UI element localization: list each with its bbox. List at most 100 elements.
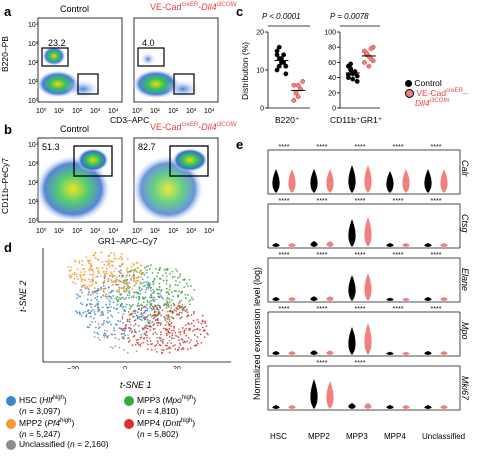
tsne-point <box>138 316 141 318</box>
tsne-point <box>162 342 165 345</box>
tsne-point <box>113 329 116 332</box>
tsne-point <box>90 306 93 309</box>
violin <box>424 169 432 193</box>
legend-dot <box>6 418 16 429</box>
tsne-point <box>120 333 123 335</box>
tsne-point <box>91 265 93 268</box>
tsne-point <box>112 347 114 349</box>
violin-row-frame <box>267 257 461 303</box>
tsne-point <box>167 330 170 333</box>
tsne-point <box>133 329 136 331</box>
tsne-point <box>146 269 148 272</box>
tsne-point <box>107 292 110 295</box>
tsne-point <box>147 314 150 317</box>
tsne-point <box>90 299 93 301</box>
tsne-point <box>136 317 139 320</box>
c-point <box>350 76 356 82</box>
tsne-point <box>177 348 180 351</box>
tsne-point <box>152 328 155 330</box>
tsne-point <box>130 313 133 316</box>
tsne-point <box>103 273 106 276</box>
panel-b-mutant-plot <box>132 137 219 223</box>
tsne-point <box>187 294 189 296</box>
tsne-point <box>150 293 153 296</box>
tsne-point <box>81 264 83 266</box>
tsne-point <box>135 291 138 293</box>
tsne-point <box>94 297 97 300</box>
tsne-point <box>181 327 184 329</box>
tsne-point <box>200 322 203 325</box>
tsne-point <box>70 275 73 278</box>
tsne-point <box>99 314 102 317</box>
violin <box>440 169 448 193</box>
c-point <box>364 50 370 56</box>
tsne-point <box>122 321 124 324</box>
tsne-point <box>109 271 112 274</box>
tsne-point <box>146 299 149 302</box>
tsne-point <box>155 333 158 335</box>
tsne-point <box>142 272 145 274</box>
tsne-point <box>106 336 109 339</box>
tsne-point <box>118 264 121 267</box>
tsne-point <box>150 307 153 310</box>
tsne-point <box>178 304 180 307</box>
legend-dot <box>124 395 134 406</box>
tsne-point <box>184 305 187 308</box>
svg-text:10⁴: 10⁴ <box>204 108 215 115</box>
tsne-point <box>114 323 117 326</box>
tsne-point <box>121 307 124 309</box>
c-point <box>276 44 282 50</box>
tsne-point <box>112 260 115 263</box>
tsne-point <box>125 276 128 279</box>
tsne-point <box>110 306 112 308</box>
tsne-point <box>76 268 79 271</box>
significance-stars: **** <box>355 144 366 151</box>
tsne-point <box>160 331 162 333</box>
tsne-point <box>113 274 116 277</box>
tsne-point <box>171 334 174 337</box>
tsne-point <box>162 327 165 330</box>
tsne-point <box>171 276 174 279</box>
tsne-point <box>176 277 179 279</box>
tsne-point <box>88 326 90 329</box>
tsne-point <box>89 265 92 268</box>
tsne-point <box>141 296 144 299</box>
tsne-point <box>175 268 177 271</box>
tsne-point <box>89 294 92 296</box>
tsne-point <box>129 323 132 326</box>
tsne-point <box>134 323 137 325</box>
tsne-point <box>97 269 100 272</box>
svg-text:10²: 10² <box>168 228 179 235</box>
tsne-point <box>87 278 90 281</box>
tsne-point <box>136 304 139 307</box>
tsne-point <box>145 286 148 289</box>
tsne-point <box>125 280 128 282</box>
tsne-point <box>91 291 94 293</box>
tsne-point <box>182 306 185 309</box>
gene-label-elane: Elane <box>460 268 470 292</box>
tsne-point <box>132 276 135 279</box>
tsne-point <box>146 304 148 306</box>
tsne-point <box>122 313 125 316</box>
tsne-point <box>104 334 107 337</box>
violin <box>424 297 432 301</box>
tsne-point <box>89 315 92 318</box>
tsne-point <box>138 297 141 300</box>
svg-text:10⁰: 10⁰ <box>28 97 39 105</box>
tsne-point <box>151 321 153 324</box>
tsne-point <box>103 336 106 339</box>
svg-text:10⁴: 10⁴ <box>28 142 39 149</box>
tsne-point <box>172 295 175 298</box>
tsne-point <box>118 296 121 299</box>
tsne-point <box>175 280 177 282</box>
gate-cd3-control <box>77 73 99 95</box>
tsne-point <box>201 314 204 317</box>
svg-text:10³: 10³ <box>90 228 101 235</box>
tsne-point <box>159 333 162 336</box>
violin <box>272 169 280 193</box>
tsne-point <box>154 348 157 351</box>
tsne-point <box>152 307 155 310</box>
tsne-point <box>168 285 171 288</box>
tsne-point <box>190 322 193 325</box>
gene-label-mki67: Mki67 <box>460 376 470 401</box>
